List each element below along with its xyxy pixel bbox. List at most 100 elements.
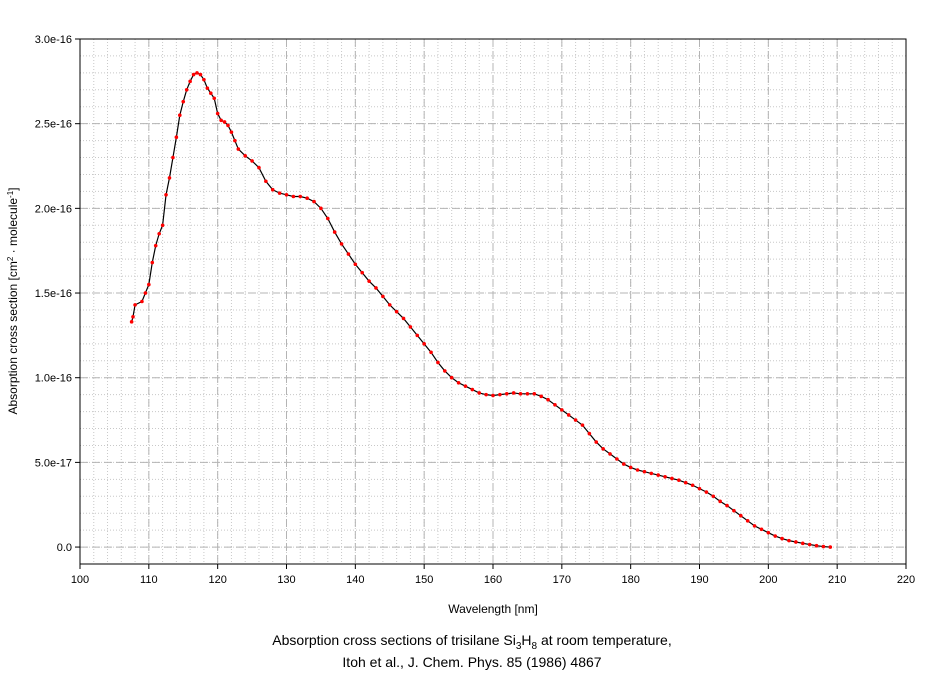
data-point [532,391,537,396]
y-axis-label-mid: · molecule [6,198,20,257]
data-point [525,391,530,396]
data-point [800,541,805,546]
data-point [140,299,144,304]
data-point [147,282,151,287]
caption-line-2: Itoh et al., J. Chem. Phys. 85 (1986) 48… [342,654,602,670]
data-point [615,457,619,461]
data-point [387,303,392,307]
y-tick-label: 2.0e-16 [35,203,72,215]
data-point [305,196,309,200]
data-point [198,72,203,77]
data-point [133,303,137,307]
y-axis-label-sup2: -1 [6,190,15,198]
data-point [780,536,784,541]
data-point [587,431,592,436]
data-point [353,262,358,267]
data-point [518,391,523,396]
data-point [560,408,564,412]
data-point [821,544,826,549]
data-point [174,135,179,140]
data-point [157,231,161,236]
data-point [312,199,316,204]
data-point [143,291,148,295]
data-point [732,508,736,513]
data-point [553,403,557,407]
data-point [374,286,378,290]
data-point [621,462,626,466]
data-point [150,260,155,265]
x-tick-label: 110 [140,574,158,586]
data-point [498,392,502,397]
data-point [752,524,757,528]
data-point [233,138,237,143]
data-point [153,243,158,248]
data-point [401,316,406,321]
data-point [202,77,206,82]
data-point [160,223,165,228]
data-point [725,503,729,508]
x-tick-label: 160 [484,574,502,586]
data-point [326,216,330,221]
data-point [205,86,210,90]
x-tick-label: 190 [690,574,708,586]
data-point [212,96,217,101]
data-point [264,179,268,184]
data-point [601,447,605,451]
data-point [463,384,468,388]
data-point [270,187,275,192]
caption-sub-2: 8 [531,640,538,652]
data-point [787,538,791,543]
data-point [794,540,798,544]
data-point [436,360,440,365]
data-point [257,165,261,170]
data-point [484,392,488,397]
data-point [573,418,578,422]
y-axis-label-sup1: 2 [6,256,15,261]
data-point [164,193,168,197]
data-point [277,191,282,195]
data-point [690,483,695,488]
data-point [346,252,351,256]
data-point [470,387,475,392]
y-tick-label: 2.5e-16 [35,119,72,131]
data-point [773,534,778,538]
data-point [284,193,289,197]
data-point [739,513,743,518]
data-point [298,194,303,199]
data-point [219,118,223,123]
data-point [628,465,633,470]
y-tick-label: 3.0e-16 [35,34,72,46]
data-point [511,391,516,395]
data-point [215,111,220,116]
data-point [191,72,196,77]
x-tick-label: 210 [828,574,846,586]
data-point [250,159,254,163]
data-point [181,99,186,104]
data-point [408,325,413,329]
data-series [129,71,833,549]
data-point [429,350,433,355]
data-point [759,527,764,532]
data-point [504,391,509,396]
axis-ticks: 100 110 120 130 140 150 160 170 180 190 200 210 220 0… [35,34,915,586]
data-point [807,542,812,547]
x-tick-label: 130 [277,574,295,586]
data-point [381,294,385,299]
data-point [449,375,454,380]
series-line [131,72,831,548]
data-point [167,176,172,180]
data-point [663,474,667,479]
data-point [171,155,175,160]
data-point [697,486,702,491]
data-point [642,469,647,474]
data-point [236,147,241,151]
data-point [422,342,426,346]
data-point [477,391,482,395]
data-point [745,519,750,523]
y-tick-label: 0.0 [57,542,72,554]
data-point [291,194,296,199]
x-axis-label: Wavelength [nm] [448,602,538,616]
x-tick-label: 100 [71,574,89,586]
data-point [243,154,247,158]
